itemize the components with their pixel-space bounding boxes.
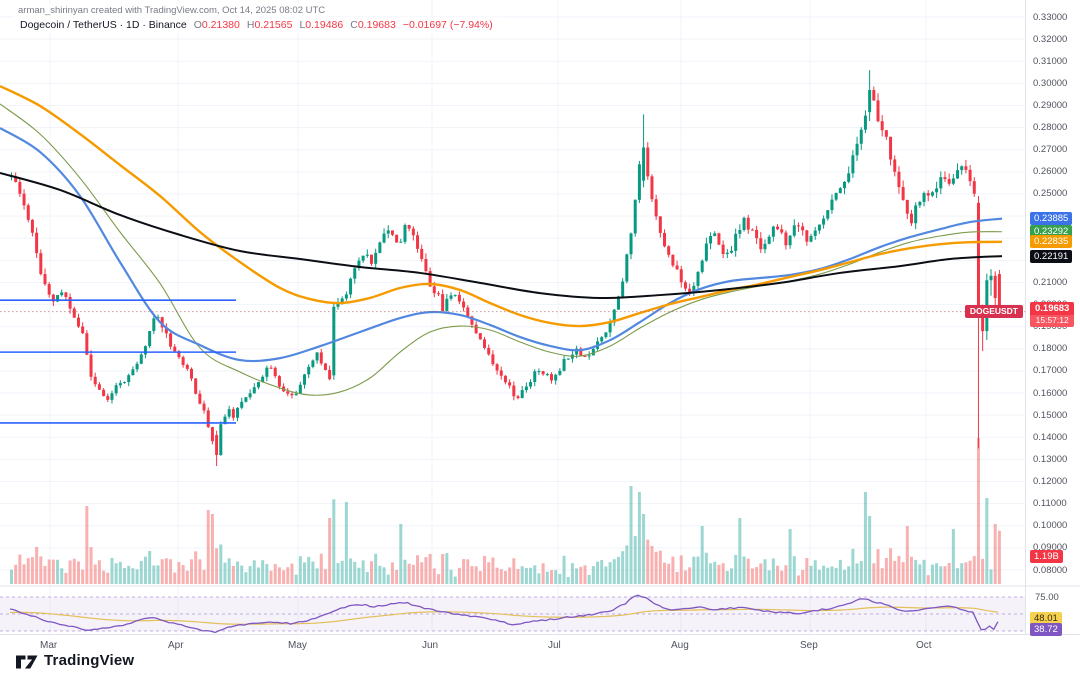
price-tick-label: 0.12000 bbox=[1033, 476, 1068, 488]
symbol-price-tag: DOGEUSDT bbox=[964, 304, 1023, 318]
price-tick-label: 0.21000 bbox=[1033, 276, 1068, 288]
ohlc-close: C0.19683 bbox=[350, 19, 396, 31]
price-tick-label: 0.13000 bbox=[1033, 453, 1068, 465]
price-tick-label: 0.08000 bbox=[1033, 564, 1068, 576]
price-tick-label: 0.17000 bbox=[1033, 365, 1068, 377]
symbol-legend[interactable]: Dogecoin / TetherUS · 1D · Binance O0.21… bbox=[14, 17, 499, 33]
volume-value-badge: 1.19B bbox=[1030, 549, 1063, 563]
price-scale[interactable]: 0.23885 0.23292 0.22835 0.22191 0.19683 … bbox=[1025, 0, 1080, 637]
price-tick-label: 0.18000 bbox=[1033, 343, 1068, 355]
price-tick-label: 0.10000 bbox=[1033, 520, 1068, 532]
price-tick-label: 0.27000 bbox=[1033, 144, 1068, 156]
price-tick-label: 0.30000 bbox=[1033, 77, 1068, 89]
symbol-title[interactable]: Dogecoin / TetherUS · 1D · Binance bbox=[20, 19, 187, 31]
tradingview-logo-icon bbox=[16, 655, 38, 669]
tradingview-logo-text: TradingView bbox=[44, 652, 135, 669]
ma-line-orange[interactable] bbox=[0, 84, 1003, 328]
price-tick-label: 0.16000 bbox=[1033, 387, 1068, 399]
rsi-ma-line[interactable] bbox=[9, 606, 998, 625]
price-tick-label: 0.26000 bbox=[1033, 166, 1068, 178]
price-tick-label: 0.28000 bbox=[1033, 122, 1068, 134]
price-tick-label: 0.32000 bbox=[1033, 33, 1068, 45]
ma-value-badge-orange: 0.22835 bbox=[1030, 235, 1073, 249]
ohlc-open: O0.21380 bbox=[193, 19, 240, 31]
time-tick-label: Apr bbox=[168, 640, 184, 651]
rsi-value-badge: 38.72 bbox=[1030, 623, 1062, 637]
ohlc-change: −0.01697 (−7.94%) bbox=[402, 19, 493, 31]
time-tick-label: Oct bbox=[916, 640, 932, 651]
price-tick-label: 0.29000 bbox=[1033, 99, 1068, 111]
time-tick-label: Jul bbox=[548, 640, 561, 651]
candles bbox=[10, 70, 1001, 467]
tradingview-logo[interactable]: TradingView bbox=[16, 652, 134, 669]
time-tick-label: Aug bbox=[671, 640, 689, 651]
ma-line-green[interactable] bbox=[0, 103, 1003, 396]
ma-value-badge-green: 0.23292 bbox=[1030, 225, 1073, 239]
price-tick-label: 0.11000 bbox=[1033, 498, 1067, 510]
ohlc-low: L0.19486 bbox=[299, 19, 344, 31]
last-price-badge: 0.19683 15:57:12 bbox=[1030, 301, 1075, 327]
time-tick-label: Sep bbox=[800, 640, 818, 651]
price-tick-label: 0.15000 bbox=[1033, 409, 1068, 421]
last-price-value: 0.19683 bbox=[1030, 301, 1075, 315]
price-tick-label: 0.31000 bbox=[1033, 55, 1068, 67]
time-tick-label: Mar bbox=[40, 640, 58, 651]
bar-countdown: 15:57:12 bbox=[1030, 314, 1075, 327]
ma-line-black[interactable] bbox=[0, 171, 1003, 299]
time-tick-label: May bbox=[288, 640, 307, 651]
ma-value-badge-blue: 0.23885 bbox=[1030, 212, 1073, 226]
price-tick-label: 0.33000 bbox=[1033, 11, 1068, 23]
rsi-line[interactable] bbox=[9, 594, 999, 634]
ma-value-badge-black: 0.22191 bbox=[1030, 249, 1073, 263]
price-tick-label: 0.19000 bbox=[1033, 321, 1068, 333]
price-tick-label: 0.25000 bbox=[1033, 188, 1068, 200]
time-tick-label: Jun bbox=[422, 640, 439, 651]
ma-line-blue[interactable] bbox=[0, 127, 1003, 363]
attribution-text: arman_shirinyan created with TradingView… bbox=[14, 4, 330, 17]
time-scale[interactable]: Mar Apr May Jun Jul Aug Sep Oct bbox=[0, 634, 1080, 661]
rsi-ma-value-badge: 48.01 bbox=[1030, 612, 1062, 626]
ohlc-high: H0.21565 bbox=[246, 19, 293, 31]
price-tick-label: 0.14000 bbox=[1033, 431, 1068, 443]
price-tick-label: 0.09000 bbox=[1033, 542, 1068, 554]
volume-bars bbox=[10, 438, 1001, 584]
rsi-upper-band-label: 75.00 bbox=[1035, 591, 1059, 603]
